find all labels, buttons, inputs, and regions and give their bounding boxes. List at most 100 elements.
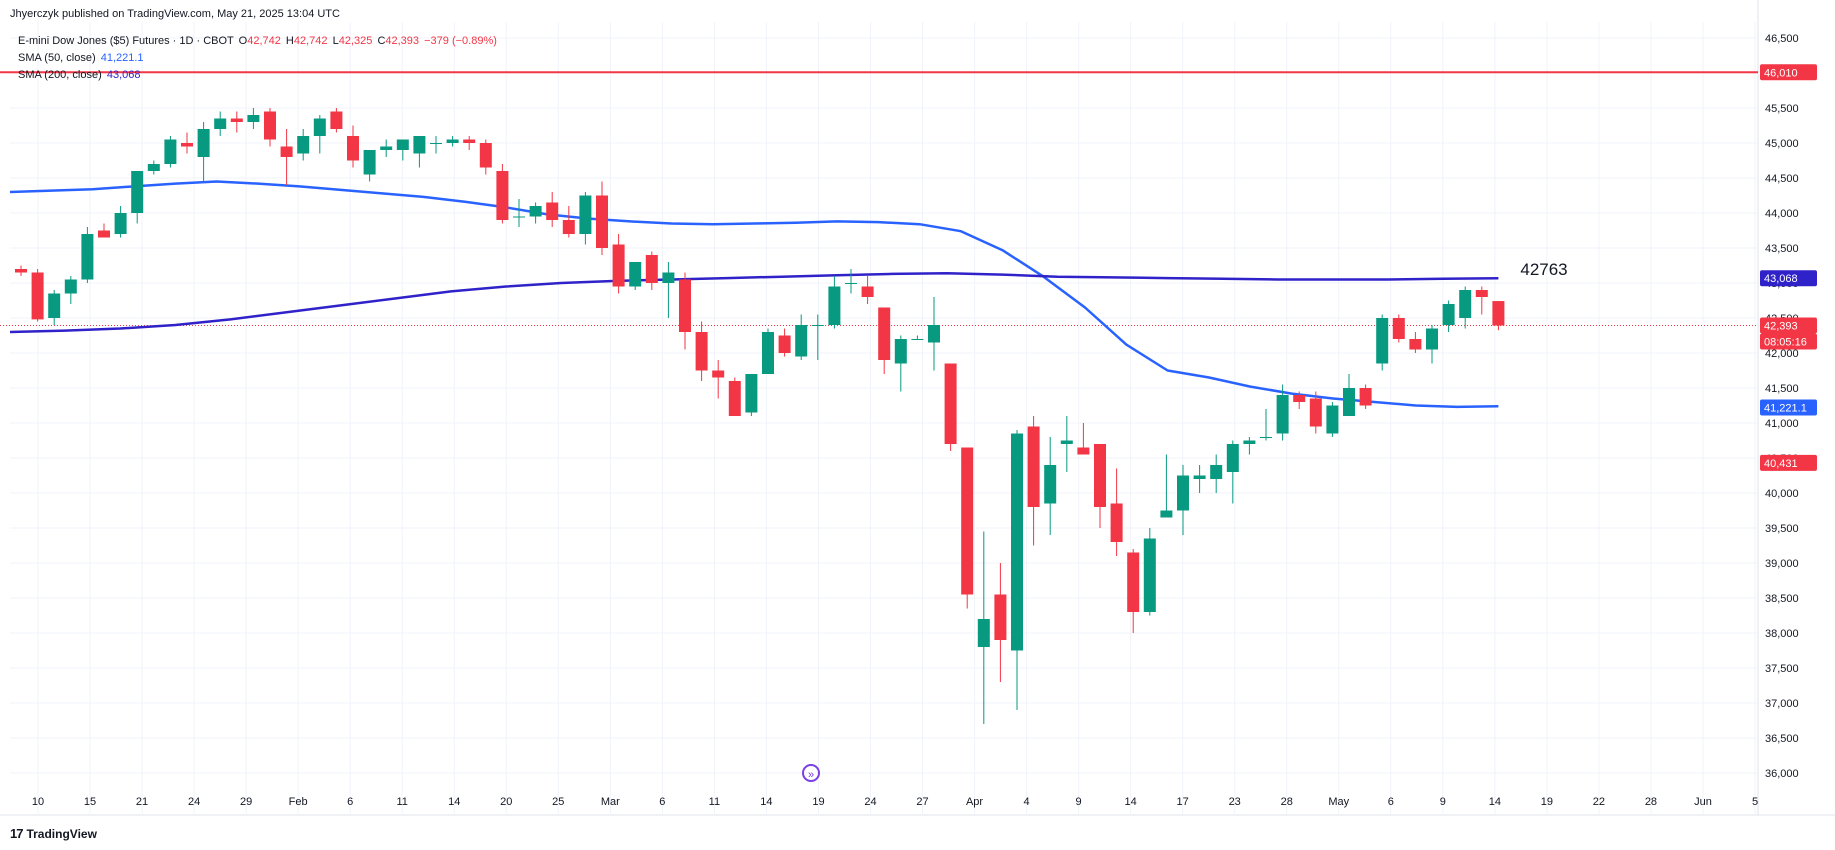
brand-name: TradingView [26,826,97,841]
time-tick-label: 17 [1177,796,1189,808]
time-tick-label: 11 [397,796,408,808]
footer-brand[interactable]: 17 TradingView [10,826,97,841]
time-tick-label: 9 [1440,796,1446,808]
price-tick-label: 44,000 [1765,208,1799,220]
candle-body [1426,328,1438,350]
candle [363,150,376,182]
time-tick-label: 6 [1388,796,1394,808]
sma200-label: SMA (200, close) [18,69,102,81]
candle [380,139,393,157]
candle [1044,437,1057,535]
low-label: L [332,35,339,47]
time-tick-label: 14 [1489,796,1501,808]
time-tick-label: 10 [32,796,44,808]
candle [197,122,210,182]
candle [546,192,559,227]
candle-body [546,202,559,220]
candle [1193,465,1206,493]
tradingview-logo-icon: 17 [10,826,24,841]
candle-body [612,244,625,287]
candle [1260,409,1272,441]
price-label-text: 41,221.1 [1764,403,1807,415]
price-tick-label: 38,000 [1765,628,1799,640]
candle-body [363,150,376,175]
candle [994,563,1007,682]
time-tick-label: Feb [289,796,308,808]
candle [446,136,459,147]
candle-body [928,325,940,343]
candle [1127,549,1140,633]
legend-sma200-row[interactable]: SMA (200, close) 43,068 [18,69,140,81]
time-axis: 10 15 21 24 29 Feb 6 11 14 20 25 Mar 6 11 14 19 24 27 Apr 4… [32,796,1758,808]
candle [596,181,608,255]
open-value: 42,742 [247,35,281,47]
candle [928,297,940,371]
candle [247,108,260,129]
candle-body [396,139,409,150]
candle-body [1011,433,1023,651]
price-label-text: 40,431 [1764,458,1798,470]
sma200-line [9,271,1499,334]
candle-body [31,272,44,320]
annotation-42763: 42763 [1520,260,1567,279]
price-label-bg [1760,317,1817,334]
candle-body [728,381,741,416]
legend-symbol-row: E-mini Dow Jones ($5) Futures · 1D · CBO… [18,35,497,47]
candle-body [313,118,326,136]
candle-body [695,332,708,371]
candle [413,136,426,168]
price-tick-label: 39,500 [1765,523,1799,535]
candle-body [745,374,758,413]
time-tick-label: 22 [1593,796,1605,808]
price-tick-label: 36,500 [1765,733,1799,745]
candle-body [1243,440,1256,444]
candle [347,125,359,168]
candle-body [1442,304,1455,325]
candle-body [1143,538,1156,612]
time-tick-label: 21 [136,796,148,808]
candle-body [1160,510,1173,518]
price-label: 46,010 [1760,64,1817,81]
candle-body [1226,444,1239,472]
candle-body [1343,388,1355,416]
candle [1027,416,1040,546]
candle-body [778,335,791,353]
candle [297,129,310,161]
legend-sma50-row[interactable]: SMA (50, close) 41,221.1 [18,52,144,64]
candle [64,276,77,304]
candle-body [529,206,542,217]
price-tick-label: 37,000 [1765,698,1799,710]
candle-body [1376,318,1389,364]
replay-icon[interactable]: » [802,764,820,782]
time-tick-label: 19 [812,796,824,808]
candle [961,447,974,609]
candle-body [114,213,127,234]
candle [679,272,691,350]
candle [562,206,575,238]
candle-body [977,619,990,647]
price-tick-label: 39,000 [1765,558,1799,570]
time-tick-label: Apr [966,796,983,808]
candle-body [496,171,509,220]
sma50-label: SMA (50, close) [18,52,96,64]
time-tick-label: 23 [1229,796,1241,808]
candle-body [64,279,77,294]
sma50-line [9,180,1499,409]
time-tick-label: 28 [1281,796,1293,808]
candle [1077,423,1090,455]
price-label: 08:05:16 [1760,333,1817,350]
candle-body [164,139,177,164]
candle-body [961,447,974,595]
candle-body [513,216,525,218]
candle [513,199,525,227]
price-tick-label: 44,500 [1765,173,1799,185]
candle-body [1077,447,1090,455]
candle-body [911,339,924,340]
candle [1177,465,1189,535]
candle-body [1392,318,1405,339]
candle [629,262,642,290]
sma200-value: 43,068 [106,69,141,81]
candle [147,160,160,175]
candle [1210,454,1223,493]
